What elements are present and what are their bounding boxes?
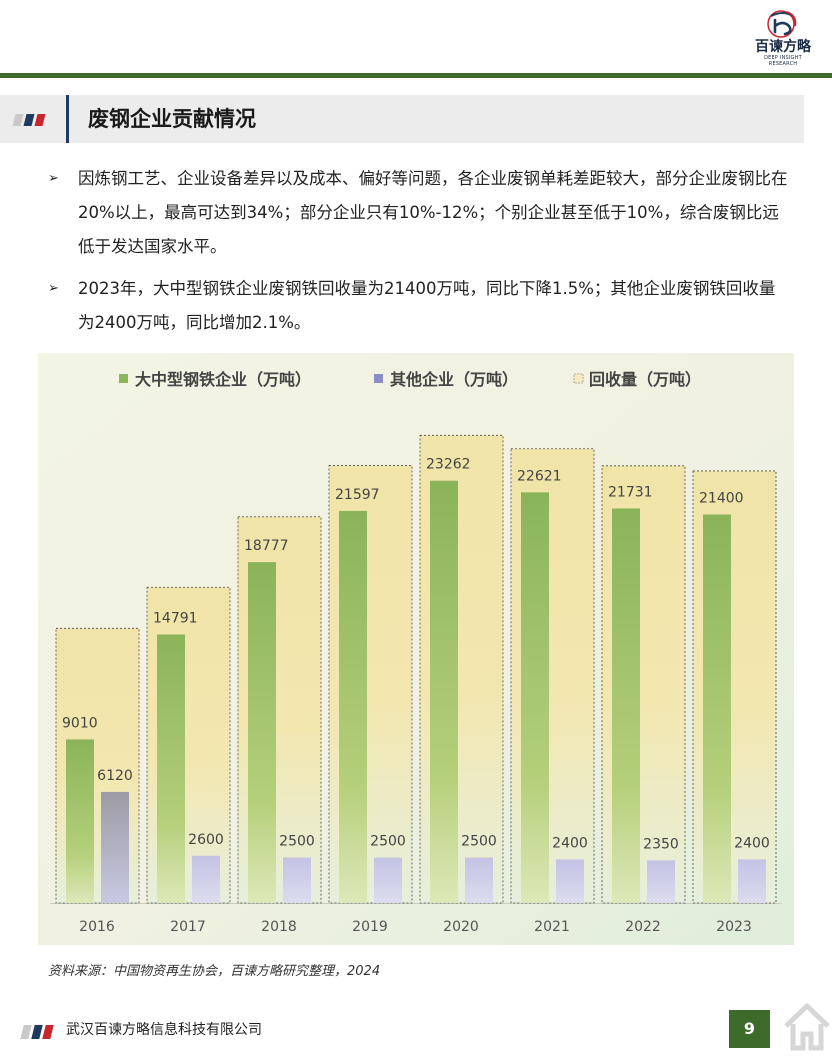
large-enterprise-value-label: 21400 bbox=[699, 491, 744, 507]
bullet-item: ➢ 因炼钢工艺、企业设备差异以及成本、偏好等问题，各企业废钢单耗差距较大，部分企… bbox=[48, 162, 788, 264]
bullet-arrow-icon: ➢ bbox=[48, 281, 59, 296]
section-title: 废钢企业贡献情况 bbox=[88, 107, 256, 131]
section-header-bar bbox=[0, 95, 804, 143]
brand-logo: 百谏方略 DEEP INSIGHT RESEARCH bbox=[750, 6, 816, 70]
source-note: 资料来源：中国物资再生协会，百谏方略研究整理，2024 bbox=[48, 964, 381, 979]
recycling-bar-chart: 大中型钢铁企业（万吨） 其他企业（万吨） 回收量（万吨） 9010 6120 201… bbox=[38, 353, 794, 945]
legend-label: 其他企业（万吨） bbox=[390, 370, 518, 389]
other-enterprise-value-label: 2350 bbox=[643, 836, 679, 852]
bars-layer: 9010 6120 2016 14791 2600 2017 18777 2500 2018 21… bbox=[55, 434, 777, 935]
chart-svg: 大中型钢铁企业（万吨） 其他企业（万吨） 回收量（万吨） 9010 6120 201… bbox=[38, 353, 794, 945]
x-tick-label: 2021 bbox=[534, 919, 570, 935]
large-enterprise-value-label: 14791 bbox=[153, 610, 198, 626]
bullet-item: ➢ 2023年，大中型钢铁企业废钢铁回收量为21400万吨，同比下降1.5%；其… bbox=[48, 272, 788, 340]
large-enterprise-value-label: 18777 bbox=[244, 538, 289, 554]
other-enterprise-value-label: 2500 bbox=[279, 834, 315, 850]
other-enterprise-value-label: 2500 bbox=[461, 834, 497, 850]
page-number: 9 bbox=[729, 1010, 770, 1048]
header-rule bbox=[0, 73, 832, 78]
large-enterprise-bar bbox=[66, 739, 94, 903]
legend-label: 回收量（万吨） bbox=[589, 370, 701, 389]
decorative-stripes-icon bbox=[12, 114, 54, 126]
bullet-text: 因炼钢工艺、企业设备差异以及成本、偏好等问题，各企业废钢单耗差距较大，部分企业废… bbox=[78, 169, 788, 256]
other-enterprise-bar bbox=[556, 859, 584, 903]
other-enterprise-value-label: 6120 bbox=[97, 768, 133, 784]
legend-swatch bbox=[573, 373, 584, 384]
bullet-list: ➢ 因炼钢工艺、企业设备差异以及成本、偏好等问题，各企业废钢单耗差距较大，部分企… bbox=[48, 162, 788, 348]
large-enterprise-bar bbox=[430, 480, 458, 903]
other-enterprise-value-label: 2500 bbox=[370, 834, 406, 850]
large-enterprise-value-label: 22621 bbox=[517, 468, 562, 484]
large-enterprise-value-label: 21731 bbox=[608, 484, 653, 500]
legend-swatch bbox=[374, 374, 383, 383]
other-enterprise-value-label: 2400 bbox=[734, 835, 770, 851]
large-enterprise-bar bbox=[248, 562, 276, 903]
other-enterprise-bar bbox=[465, 857, 493, 903]
other-enterprise-value-label: 2600 bbox=[188, 832, 224, 848]
x-tick-label: 2023 bbox=[716, 919, 752, 935]
other-enterprise-bar bbox=[192, 855, 220, 903]
legend-swatch bbox=[119, 374, 128, 383]
legend: 大中型钢铁企业（万吨） 其他企业（万吨） 回收量（万吨） bbox=[119, 370, 701, 389]
legend-label: 大中型钢铁企业（万吨） bbox=[135, 370, 311, 389]
x-tick-label: 2020 bbox=[443, 919, 479, 935]
large-enterprise-value-label: 9010 bbox=[62, 715, 98, 731]
other-enterprise-bar bbox=[101, 791, 129, 903]
other-enterprise-value-label: 2400 bbox=[552, 835, 588, 851]
other-enterprise-bar bbox=[738, 859, 766, 903]
logo-name: 百谏方略 bbox=[755, 39, 811, 55]
logo-mark-icon bbox=[767, 10, 797, 38]
large-enterprise-bar bbox=[521, 492, 549, 903]
other-enterprise-bar bbox=[283, 857, 311, 903]
x-tick-label: 2018 bbox=[261, 919, 297, 935]
x-tick-label: 2019 bbox=[352, 919, 388, 935]
bullet-arrow-icon: ➢ bbox=[48, 171, 59, 186]
large-enterprise-value-label: 21597 bbox=[335, 487, 380, 503]
other-enterprise-bar bbox=[374, 857, 402, 903]
x-tick-label: 2022 bbox=[625, 919, 661, 935]
other-enterprise-bar bbox=[647, 860, 675, 903]
section-divider bbox=[66, 95, 69, 143]
x-tick-label: 2016 bbox=[79, 919, 115, 935]
large-enterprise-bar bbox=[339, 510, 367, 903]
large-enterprise-bar bbox=[612, 508, 640, 903]
footer-stripes-icon bbox=[20, 1025, 62, 1039]
company-name: 武汉百谏方略信息科技有限公司 bbox=[66, 1022, 262, 1038]
x-tick-label: 2017 bbox=[170, 919, 206, 935]
bullet-text: 2023年，大中型钢铁企业废钢铁回收量为21400万吨，同比下降1.5%；其他企… bbox=[78, 279, 776, 332]
home-icon[interactable] bbox=[782, 1000, 832, 1052]
logo-subtitle: DEEP INSIGHT RESEARCH bbox=[764, 55, 802, 67]
large-enterprise-value-label: 23262 bbox=[426, 457, 471, 473]
large-enterprise-bar bbox=[157, 634, 185, 903]
large-enterprise-bar bbox=[703, 514, 731, 903]
